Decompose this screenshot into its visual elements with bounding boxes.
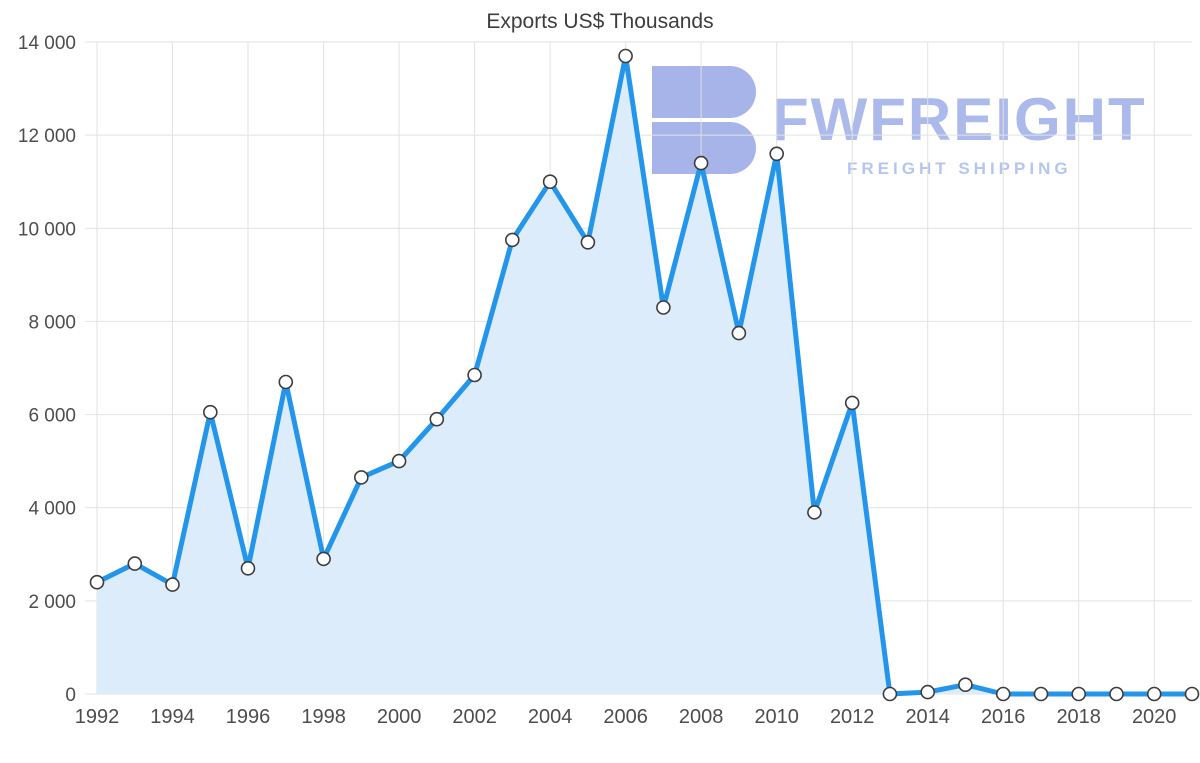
y-tick-label: 2 000	[28, 592, 76, 613]
x-tick-label: 2014	[905, 706, 950, 728]
data-point-marker	[580, 235, 596, 250]
x-tick-label: 2016	[981, 706, 1026, 728]
watermark-tagline: FREIGHT SHIPPING	[847, 159, 1072, 178]
y-tick-label: 6 000	[28, 406, 76, 427]
x-axis-labels: 1992 1994 1996 1998 2000 2002 2004 2006 2008 2010…	[75, 706, 1177, 728]
markers	[89, 48, 1200, 702]
x-tick-label: 2000	[377, 706, 422, 728]
data-point-marker	[353, 470, 369, 485]
y-tick-label: 4 000	[28, 499, 76, 520]
x-tick-label: 1992	[75, 706, 120, 728]
data-point-marker	[1146, 686, 1162, 702]
data-point-marker	[844, 395, 860, 411]
data-point-marker	[316, 551, 331, 567]
data-point-marker	[1071, 686, 1086, 702]
y-tick-label: 8 000	[28, 312, 76, 333]
watermark-text: FWFREIGHT FREIGHT SHIPPING	[772, 90, 1147, 179]
data-point-marker	[920, 684, 936, 700]
x-tick-label: 1998	[301, 706, 346, 728]
x-tick-label: 1994	[150, 706, 195, 728]
x-tick-label: 2010	[754, 706, 799, 728]
x-tick-label: 2006	[603, 706, 648, 728]
data-point-marker	[769, 146, 785, 162]
data-point-marker	[807, 505, 822, 520]
y-tick-label: 12 000	[18, 126, 76, 147]
y-tick-label: 0	[65, 685, 76, 706]
data-point-marker	[882, 686, 898, 702]
exports-series	[94, 53, 1195, 697]
data-point-marker	[693, 155, 709, 171]
x-tick-label: 2018	[1056, 706, 1101, 728]
data-point-marker	[731, 325, 747, 341]
y-tick-label: 14 000	[18, 33, 76, 54]
area-fill	[97, 56, 1192, 694]
data-point-marker	[467, 367, 482, 383]
x-tick-label: 2002	[452, 706, 497, 728]
data-point-marker	[89, 574, 105, 590]
data-point-marker	[618, 48, 633, 64]
data-point-marker	[203, 404, 218, 420]
data-point-marker	[1109, 686, 1124, 702]
data-point-marker	[165, 577, 180, 592]
data-point-marker	[542, 174, 558, 189]
data-point-marker	[429, 411, 445, 427]
x-tick-label: 2008	[679, 706, 724, 728]
data-point-marker	[1184, 686, 1200, 702]
data-point-marker	[1033, 686, 1049, 702]
y-axis-labels: 0 2 000 4 000 6 000 8 000 10 000 12 000 14 000	[18, 33, 76, 706]
data-point-marker	[127, 556, 143, 571]
data-point-marker	[656, 300, 671, 315]
data-point-marker	[391, 453, 407, 469]
data-point-marker	[958, 677, 973, 693]
chart-title: Exports US$ Thousands	[486, 10, 714, 33]
x-tick-label: 2004	[528, 706, 573, 728]
x-tick-label: 2020	[1132, 706, 1177, 728]
x-tick-label: 1996	[226, 706, 271, 728]
data-point-marker	[995, 686, 1011, 702]
x-tick-label: 2012	[830, 706, 875, 728]
data-point-marker	[240, 560, 256, 576]
watermark-wordmark: FWFREIGHT	[772, 86, 1147, 153]
data-point-marker	[278, 374, 294, 390]
data-point-marker	[504, 232, 520, 248]
y-tick-label: 10 000	[18, 219, 76, 240]
